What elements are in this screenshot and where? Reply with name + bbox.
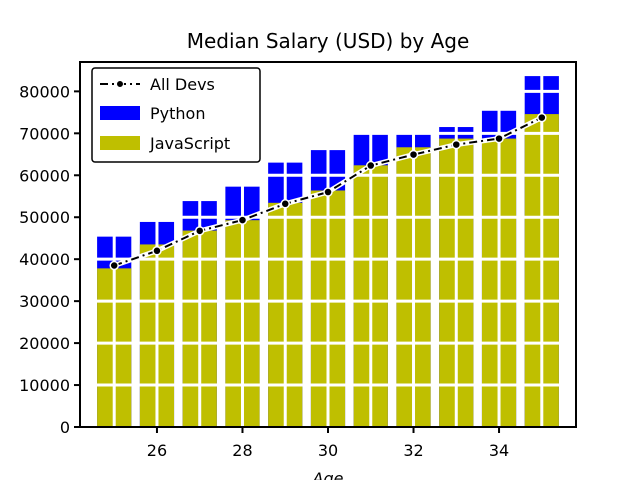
legend-label-all-devs: All Devs <box>150 75 215 94</box>
y-tick-label: 40000 <box>19 250 70 269</box>
x-tick-label: 26 <box>147 441 167 460</box>
all-devs-point <box>494 133 504 144</box>
y-tick-label: 20000 <box>19 334 70 353</box>
legend-label-python: Python <box>150 104 205 123</box>
all-devs-point <box>537 112 547 123</box>
y-tick-label: 0 <box>60 418 70 437</box>
x-axis-label: Age <box>312 469 344 480</box>
x-tick-label: 30 <box>318 441 338 460</box>
all-devs-point <box>408 149 419 160</box>
legend-swatch-python <box>100 106 140 120</box>
all-devs-point <box>280 199 290 209</box>
legend-label-javascript: JavaScript <box>149 134 230 153</box>
y-tick-label: 60000 <box>19 166 70 185</box>
grid-layer <box>80 62 576 427</box>
axes-layer: 0 10000 20000 30000 40000 50000 60000 70000 8000… <box>19 61 577 460</box>
x-tick-label: 28 <box>232 441 252 460</box>
all-devs-point <box>323 187 333 197</box>
chart-title: Median Salary (USD) by Age <box>187 29 470 53</box>
all-devs-point <box>366 160 376 171</box>
legend: All Devs Python JavaScript <box>91 67 261 163</box>
y-tick-label: 70000 <box>19 124 70 143</box>
all-devs-point <box>109 260 119 271</box>
x-tick-label: 32 <box>403 441 423 460</box>
x-tick-label: 34 <box>489 441 509 460</box>
y-tick-label: 10000 <box>19 376 70 395</box>
y-tick-label: 50000 <box>19 208 70 227</box>
line-layer <box>109 112 547 271</box>
all-devs-point <box>152 246 162 256</box>
legend-marker-all-devs <box>116 80 124 88</box>
all-devs-point <box>194 226 205 236</box>
all-devs-line <box>113 116 543 267</box>
y-tick-label: 30000 <box>19 292 70 311</box>
y-tick-label: 80000 <box>19 82 70 101</box>
legend-swatch-javascript <box>100 136 140 150</box>
all-devs-point <box>451 139 462 150</box>
all-devs-point <box>237 215 248 225</box>
